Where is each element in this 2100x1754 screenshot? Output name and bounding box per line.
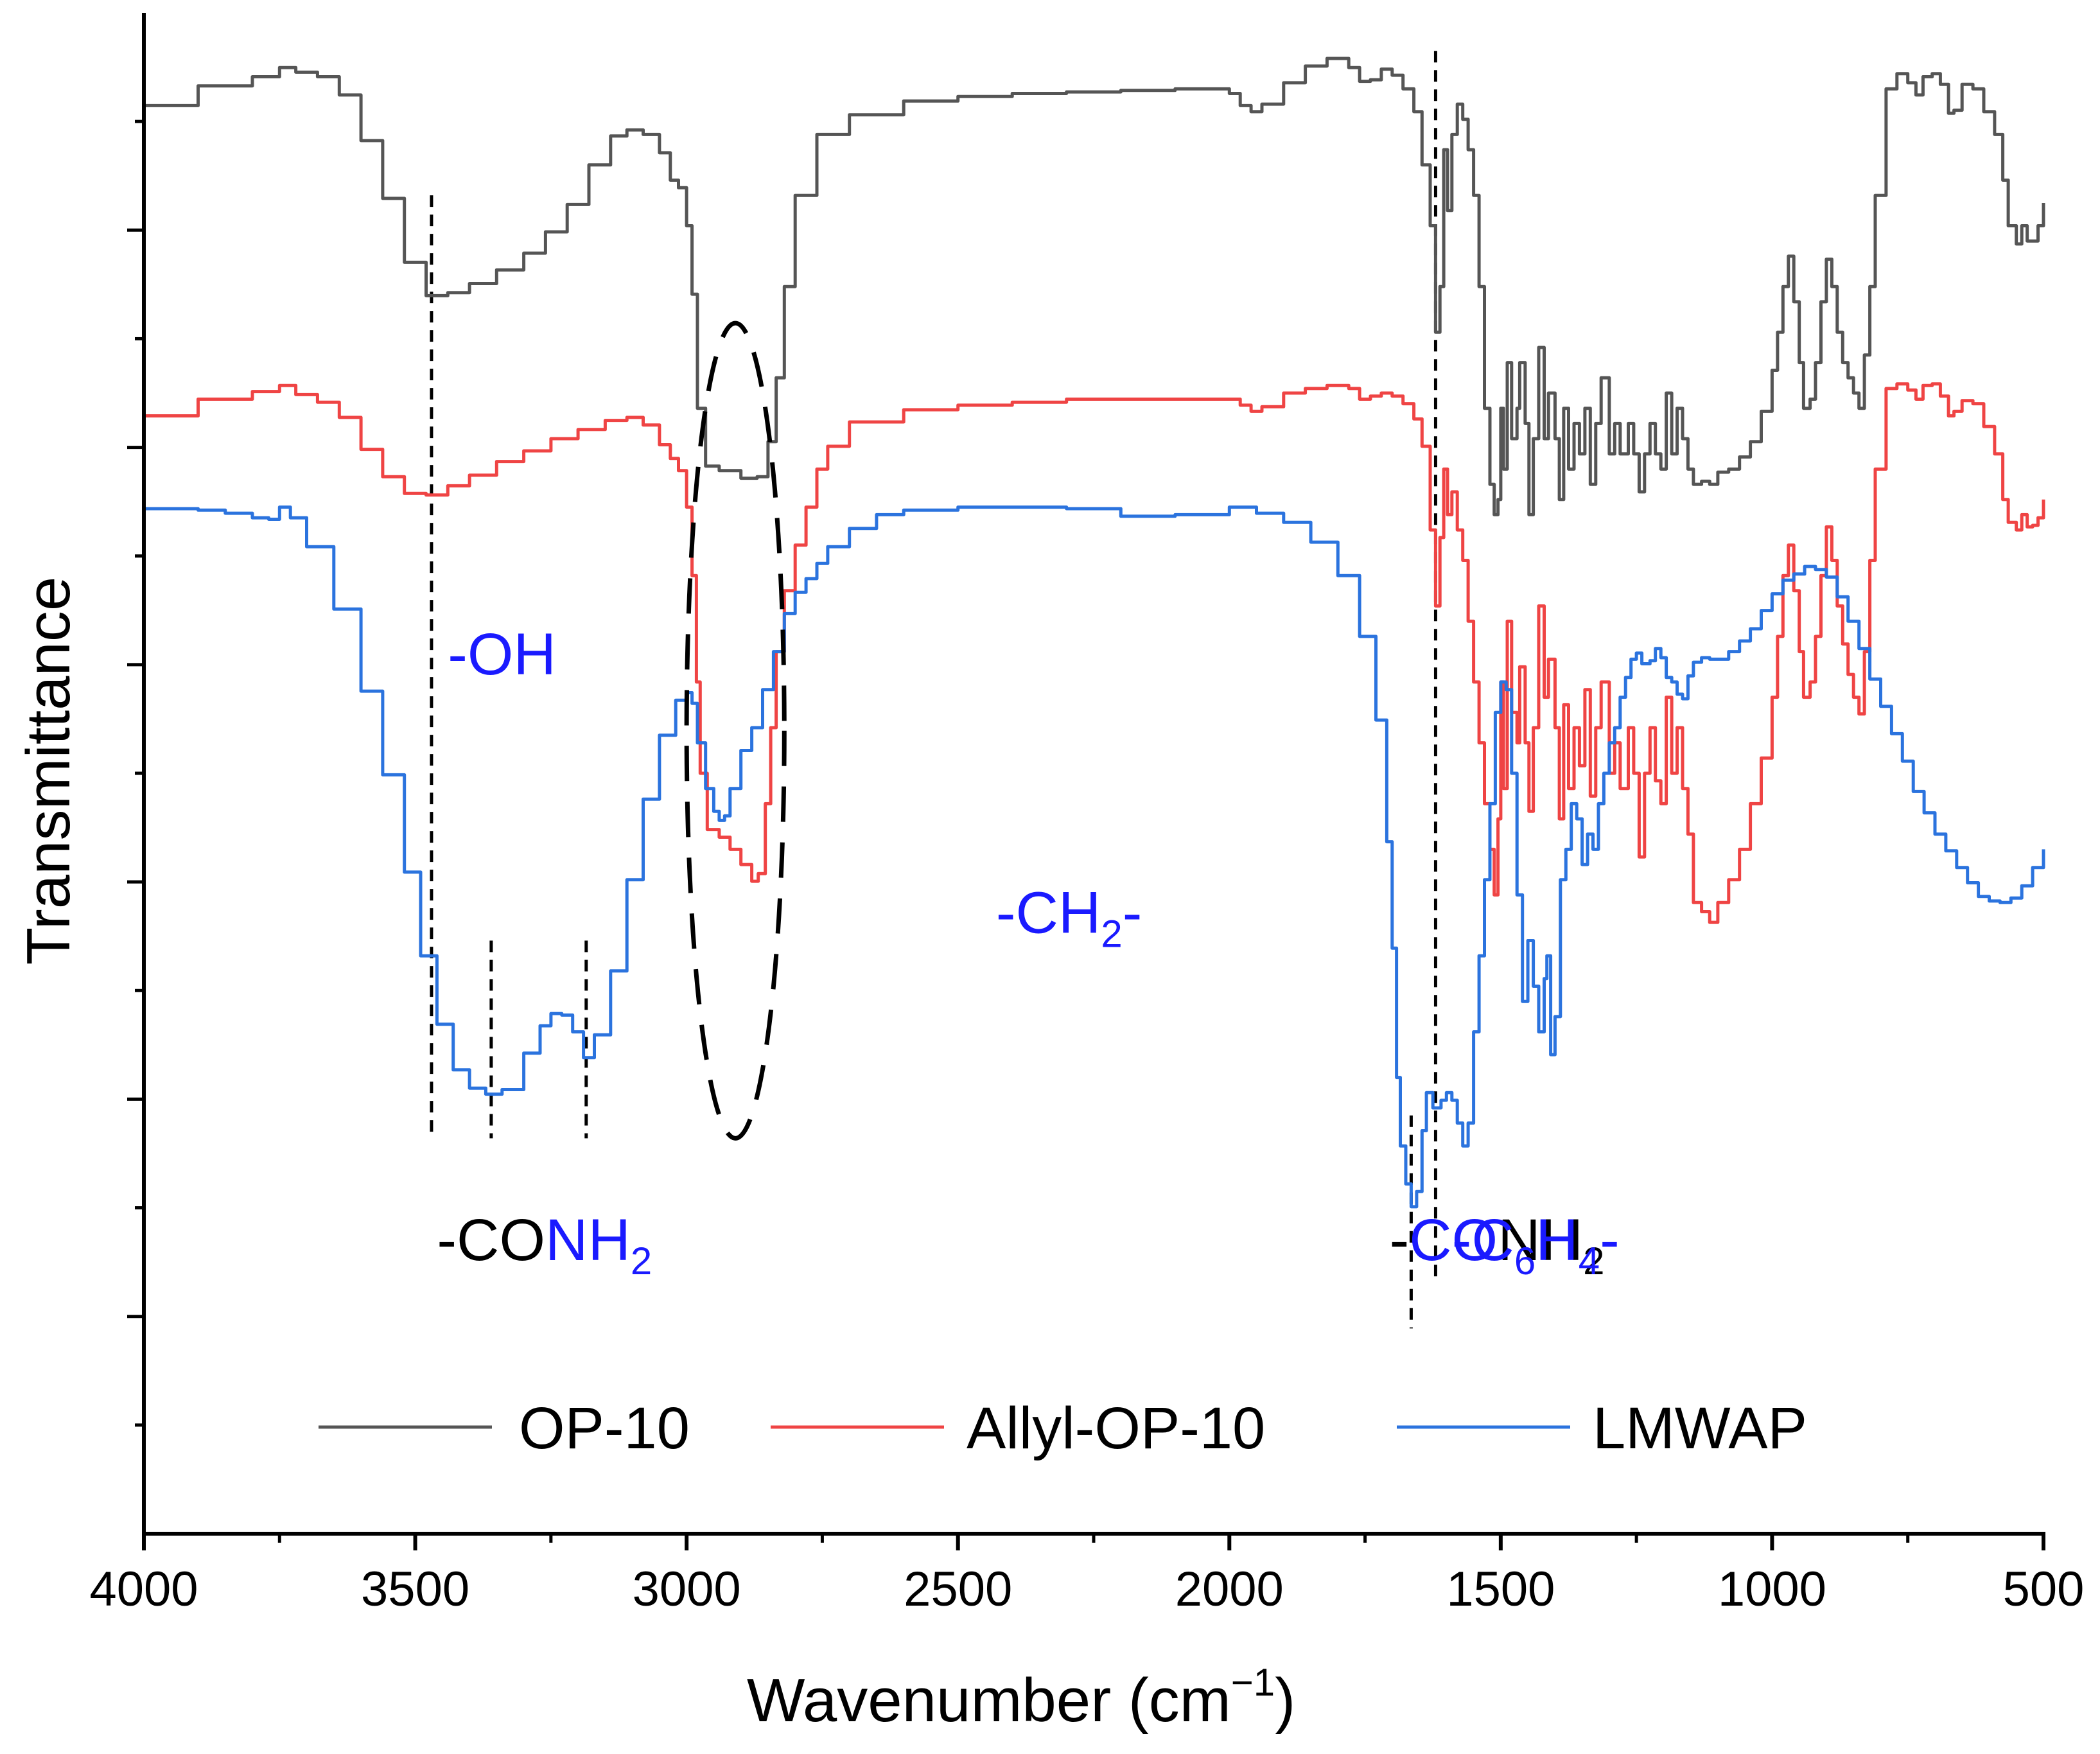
annotation-c6h4: -C6H4- [1452,1207,1620,1283]
x-axis-title: Wavenumber (cm−1) [747,1661,1295,1735]
ch2-highlight-ellipse [684,320,787,1141]
legend-label-op-10: OP-10 [519,1396,690,1461]
series-line-allyl-op-10 [144,382,2045,924]
series-line-lmwap [144,505,2045,1209]
x-ticks: 4000 3500 3000 2500 2000 1500 1000 500 [89,1534,2084,1617]
y-ticks [127,119,144,1427]
y-axis-title: Transmittance [14,577,83,965]
ch2-highlight-group [684,320,787,1141]
x-axis-title-sup: −1 [1231,1661,1275,1704]
legend-label-lmwap: LMWAP [1593,1396,1807,1461]
x-axis-title-main: Wavenumber (cm [747,1666,1231,1735]
series-group [144,57,2045,1209]
x-tick-label-1000: 1000 [1718,1562,1826,1617]
x-tick-label-2000: 2000 [1175,1562,1284,1617]
x-tick-label-3000: 3000 [633,1562,741,1617]
x-tick-label-2500: 2500 [904,1562,1012,1617]
x-axis-title-close: ) [1275,1666,1295,1735]
x-tick-label-1500: 1500 [1446,1562,1555,1617]
legend: OP-10 Allyl-OP-10 LMWAP [319,1396,1807,1461]
annotation-oh: -OH [448,622,556,687]
annotation-ch2: -CH2- [996,881,1142,956]
reference-lines [430,51,1437,1329]
x-tick-label-500: 500 [2003,1562,2085,1617]
annotation-conh2-right: -CONH2 [1390,1207,1605,1283]
x-tick-label-3500: 3500 [361,1562,469,1617]
legend-label-allyl-op-10: Allyl-OP-10 [967,1396,1265,1461]
series-line-op-10 [144,57,2045,516]
annotations: -OH-CH2--CONH2 -CONH2-C6H4- [437,622,1619,1283]
annotation-conh2-left: -CONH2 [437,1207,652,1283]
x-tick-label-4000: 4000 [89,1562,198,1617]
